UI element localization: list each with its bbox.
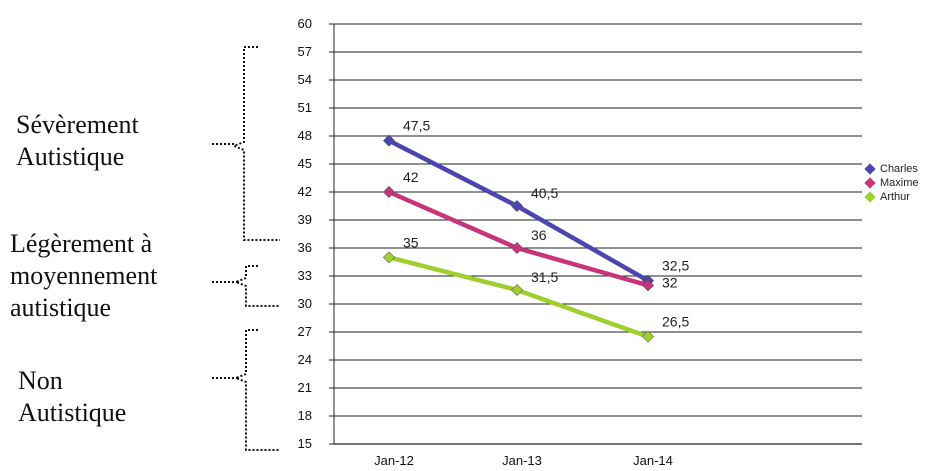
legend-swatch: [864, 177, 876, 189]
arthur-point: [510, 283, 524, 297]
y-tick-label: 24: [298, 352, 312, 367]
maxime-data-label: 32: [662, 274, 678, 290]
arthur-data-label: 31,5: [531, 269, 558, 285]
y-tick-label: 18: [298, 408, 312, 423]
charles-point: [510, 199, 524, 213]
legend-swatch: [864, 163, 876, 175]
y-tick-label: 45: [298, 156, 312, 171]
x-tick-label: Jan-14: [633, 453, 673, 468]
charles-data-label: 32,5: [662, 258, 689, 274]
y-tick-label: 51: [298, 100, 312, 115]
axes: 15 18 21 24 27 30 33 36 39 42 45 48 51 54 57 60 Jan-12 Ja…: [298, 16, 862, 468]
data-labels: 47,5 40,5 32,5 42 36 32 35 31,5 26,5: [403, 118, 689, 330]
y-tick-label: 54: [298, 72, 312, 87]
legend-item-maxime: Maxime: [864, 176, 919, 190]
y-tick-label: 48: [298, 128, 312, 143]
legend-item-arthur: Arthur: [864, 190, 919, 204]
y-tick-label: 21: [298, 380, 312, 395]
mild-bracket: [212, 265, 280, 307]
arthur-point: [382, 251, 396, 264]
legend-label: Arthur: [880, 191, 910, 203]
x-tick-label: Jan-13: [502, 453, 542, 468]
y-tick-label: 60: [298, 16, 312, 31]
maxime-data-label: 36: [531, 227, 547, 243]
charles-data-label: 47,5: [403, 118, 430, 134]
x-tick-label: Jan-12: [374, 453, 414, 468]
legend-label: Charles: [880, 163, 918, 175]
maxime-data-label: 42: [403, 169, 419, 185]
y-tick-label: 42: [298, 184, 312, 199]
severe-category-label: Sévèrement Autistique: [16, 110, 139, 171]
maxime-point: [641, 279, 655, 292]
arthur-data-label: 26,5: [662, 314, 689, 330]
y-tick-label: 36: [298, 240, 312, 255]
y-tick-label: 27: [298, 324, 312, 339]
maxime-point: [510, 241, 524, 255]
arthur-series-line: [388, 255, 649, 339]
y-tick-label: 15: [298, 436, 312, 451]
legend-item-charles: Charles: [864, 162, 919, 176]
charles-point: [382, 134, 396, 147]
maxime-point: [382, 185, 396, 199]
y-tick-label: 30: [298, 296, 312, 311]
non-autistic-category-label: Non Autistique: [18, 366, 127, 427]
non-autistic-bracket: [212, 329, 280, 451]
legend-swatch: [864, 191, 876, 203]
arthur-point: [641, 330, 655, 343]
arthur-data-label: 35: [403, 234, 419, 250]
y-tick-label: 39: [298, 212, 312, 227]
y-tick-label: 57: [298, 44, 312, 59]
legend-label: Maxime: [880, 177, 919, 189]
mild-moderate-category-label: Légèrement à moyennement autistique: [10, 229, 158, 322]
legend: Charles Maxime Arthur: [864, 162, 919, 204]
severe-bracket: [212, 46, 280, 241]
y-tick-label: 33: [298, 268, 312, 283]
series-lines: [382, 134, 655, 343]
charles-data-label: 40,5: [531, 185, 558, 201]
